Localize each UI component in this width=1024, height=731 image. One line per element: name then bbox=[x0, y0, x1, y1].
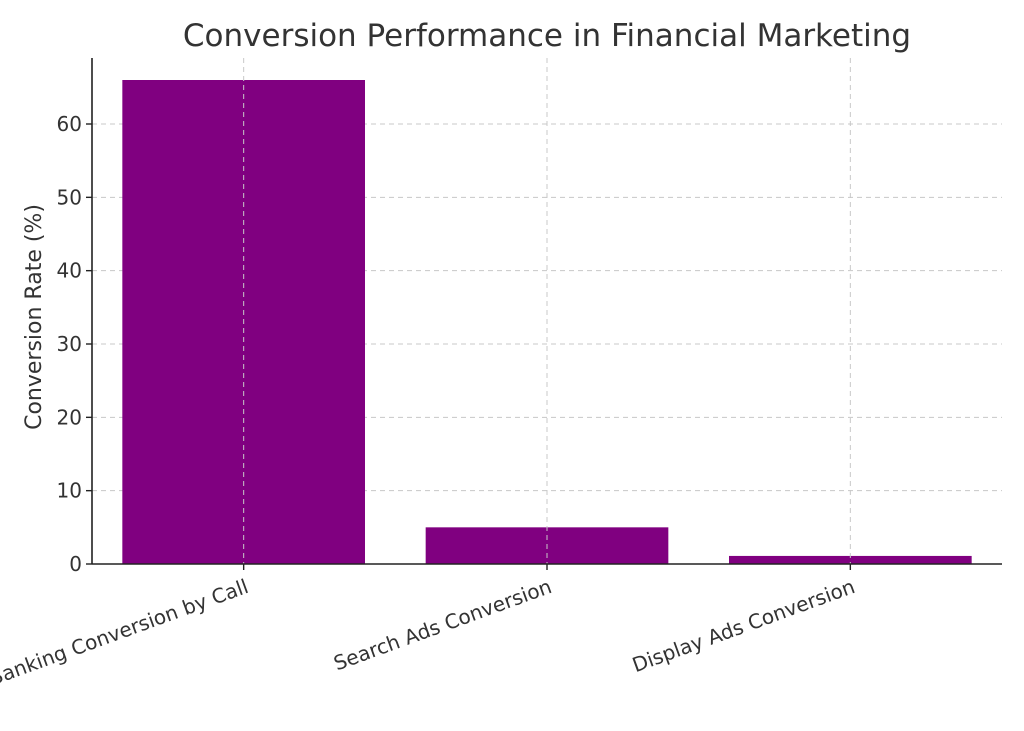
y-tick-label: 30 bbox=[57, 332, 82, 356]
x-tick-label: Banking Conversion by Call bbox=[0, 574, 251, 690]
x-ticks-layer: Banking Conversion by Call Search Ads Con… bbox=[0, 564, 858, 690]
x-tick-label: Display Ads Conversion bbox=[629, 574, 858, 677]
y-tick-label: 20 bbox=[57, 405, 82, 429]
bar bbox=[729, 555, 972, 564]
x-tick-label: Search Ads Conversion bbox=[330, 574, 554, 675]
y-tick-label: 10 bbox=[57, 479, 82, 503]
chart-title: Conversion Performance in Financial Mark… bbox=[183, 18, 911, 54]
y-axis-label: Conversion Rate (%) bbox=[22, 204, 47, 430]
y-tick-label: 0 bbox=[69, 552, 82, 576]
vertical-grid-layer bbox=[243, 58, 851, 564]
y-tick-label: 60 bbox=[57, 112, 82, 136]
y-ticks-layer: 0 10 20 30 40 50 60 bbox=[57, 112, 92, 576]
y-tick-label: 40 bbox=[57, 259, 82, 283]
y-tick-label: 50 bbox=[57, 185, 82, 209]
